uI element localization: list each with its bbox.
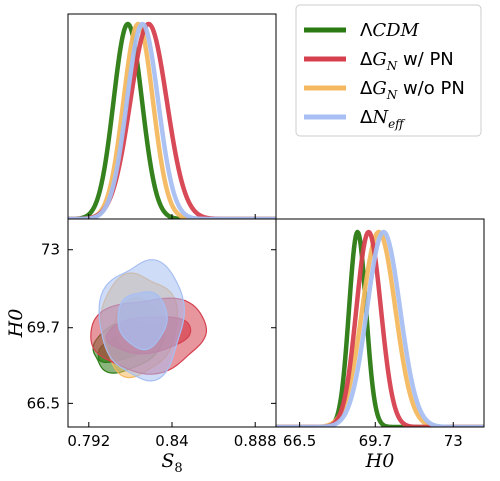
y-tick-label: 66.5 <box>27 394 60 412</box>
y-tick-label: 69.7 <box>27 319 60 337</box>
h0-x-tick-label: 69.7 <box>359 432 392 450</box>
x-tick-label: 0.84 <box>155 432 188 450</box>
legend-label-cdm: ΛCDM <box>360 20 420 41</box>
legend-label-g-n-w-o-pn: ΔGN w/o PN <box>360 78 465 102</box>
s8-curve-n-eff <box>68 21 276 219</box>
joint-contours <box>90 259 207 382</box>
x-tick-label: 0.888 <box>234 432 277 450</box>
legend-label-g-n-w-pn: ΔGN w/ PN <box>360 49 454 73</box>
legend-frame <box>295 4 482 137</box>
h0-curve-g-n-w-pn <box>276 229 484 427</box>
h0-marginal-curves <box>276 229 484 427</box>
h0-x-ticks: 66.5 69.7 73 <box>283 422 463 450</box>
h0-curve-g-n-w-o-pn <box>276 229 484 427</box>
h0-x-tick-label: 66.5 <box>283 432 316 450</box>
h0-curve-cdm <box>276 229 484 427</box>
h0-curve-n-eff <box>276 229 484 427</box>
joint-panel: 0.792 0.84 0.888 66.5 69.7 73 S8 H0 <box>5 214 277 476</box>
x-tick-label: 0.792 <box>67 432 110 450</box>
y-axis-label: H0 <box>5 309 27 339</box>
h0-marginal-panel: 66.5 69.7 73 H0 <box>275 218 485 472</box>
joint-x-ticks: 0.792 0.84 0.888 <box>67 214 277 450</box>
h0-marginal-frame <box>275 218 485 428</box>
s8-marginal-curves <box>68 21 276 219</box>
legend: ΛCDM ΔGN w/ PN ΔGN w/o PN ΔNeff <box>295 4 482 137</box>
legend-label-n-eff: ΔNeff <box>360 107 406 131</box>
joint-y-ticks: 66.5 69.7 73 <box>27 241 276 412</box>
x-axis-label: S8 <box>161 450 182 476</box>
h0-x-tick-label: 73 <box>444 432 463 450</box>
s8-marginal-panel <box>67 13 277 220</box>
contour-inner-n-eff <box>117 291 168 351</box>
h0-axis-label: H0 <box>365 450 395 472</box>
y-tick-label: 73 <box>41 241 60 259</box>
